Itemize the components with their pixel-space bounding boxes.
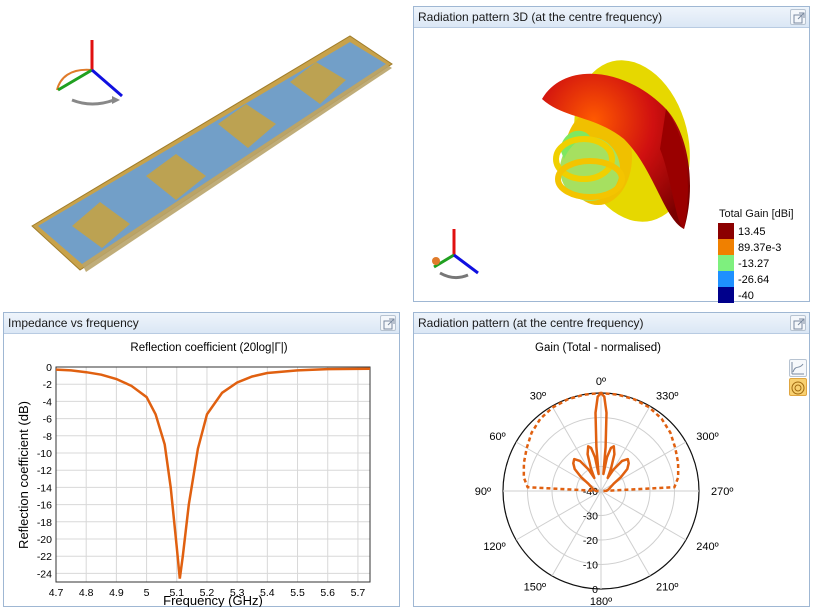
angle-label: 120º [483, 541, 505, 553]
polar-spoke [600, 490, 651, 577]
radial-label: -20 [583, 535, 598, 547]
polar-chart-title: Gain (Total - normalised) [535, 342, 661, 354]
y-tick-label: 0 [46, 362, 52, 374]
antenna-model-canvas[interactable] [0, 0, 408, 305]
angle-label: 210º [656, 581, 678, 593]
angle-label: 60º [489, 431, 505, 443]
x-tick-label: 4.7 [49, 587, 64, 599]
popout-icon[interactable] [380, 315, 396, 331]
polar-spoke [551, 490, 602, 577]
y-tick-label: -2 [43, 379, 52, 391]
radial-label: 0 [592, 584, 598, 596]
polar-plot-icon[interactable] [789, 378, 807, 396]
polar-chart[interactable]: Gain (Total - normalised) 0º 30º 60º 90º 120… [414, 335, 809, 607]
angle-label: 90º [475, 486, 491, 498]
impedance-title: Impedance vs frequency [8, 316, 139, 330]
legend-swatch [718, 255, 734, 271]
radial-label: -10 [583, 560, 598, 572]
angle-label: 300º [696, 431, 718, 443]
legend-label: -13.27 [738, 258, 769, 270]
radiation-3d-canvas[interactable]: Total Gain [dBi] 13.45 89.37e-3 -13.27 -… [414, 29, 811, 303]
impedance-chart[interactable]: Reflection coefficient (20log|Γ|) 0 -2 -4 -… [4, 335, 399, 607]
legend-swatch [718, 239, 734, 255]
y-tick-label: -4 [43, 396, 52, 408]
angle-label: 150º [524, 581, 546, 593]
legend-label: 89.37e-3 [738, 242, 781, 254]
legend-label: 13.45 [738, 226, 766, 238]
angle-label: 240º [696, 541, 718, 553]
x-tick-label: 5.5 [290, 587, 305, 599]
legend-label: -26.64 [738, 274, 769, 286]
popout-icon[interactable] [790, 315, 806, 331]
polar-spoke [515, 490, 602, 541]
polar-grid [502, 392, 700, 590]
legend-entries: 13.45 89.37e-3 -13.27 -26.64 -40 [718, 223, 781, 303]
patch-3 [218, 104, 276, 148]
pattern-header: Radiation pattern (at the centre frequen… [414, 313, 809, 334]
y-tick-label: -12 [37, 465, 52, 477]
polar-radial-labels: 0-10-20-30-40 [583, 486, 598, 596]
x-tick-label: 5.1 [169, 587, 184, 599]
xyz-axes-icon [432, 229, 479, 280]
impedance-header: Impedance vs frequency [4, 313, 399, 334]
y-tick-label: -20 [37, 534, 52, 546]
xyz-axes-icon [56, 40, 123, 106]
y-tick-label: -18 [37, 517, 52, 529]
ground-plane [38, 42, 386, 264]
reflection-coefficient-line [55, 367, 371, 579]
impedance-x-ticks: 4.7 4.8 4.9 5 5.1 5.2 5.3 5.4 5.5 5.6 5.7 [49, 587, 366, 599]
x-tick-label: 5.4 [260, 587, 275, 599]
impedance-ylabel: Reflection coefficient (dB) [16, 401, 31, 549]
angle-label: 270º [711, 486, 733, 498]
radial-label: -30 [583, 511, 598, 523]
radiation-3d-title: Radiation pattern 3D (at the centre freq… [418, 10, 663, 24]
legend-label: -40 [738, 290, 754, 302]
radiation-3d-header: Radiation pattern 3D (at the centre freq… [414, 7, 809, 28]
radiation-3d-panel: Radiation pattern 3D (at the centre freq… [413, 6, 811, 303]
x-tick-label: 4.8 [79, 587, 94, 599]
impedance-panel: Impedance vs frequency Reflection coeffi… [3, 312, 400, 607]
angle-label: 0º [596, 376, 606, 388]
y-tick-label: -24 [37, 568, 52, 580]
angle-label: 180º [590, 596, 612, 607]
y-tick-label: -16 [37, 500, 52, 512]
impedance-plot-frame [55, 366, 371, 583]
y-tick-label: -14 [37, 482, 52, 494]
model-view[interactable] [0, 0, 408, 305]
x-tick-label: 5.6 [320, 587, 335, 599]
x-tick-label: 4.9 [109, 587, 124, 599]
impedance-y-ticks: 0 -2 -4 -6 -8 -10 -12 -14 -16 -18 -20 -22 -24 [37, 362, 52, 580]
cartesian-plot-icon[interactable] [789, 359, 807, 377]
polar-series [522, 391, 680, 493]
polar-spoke [600, 490, 687, 541]
x-tick-label: 5.2 [200, 587, 215, 599]
popout-icon[interactable] [790, 9, 806, 25]
pattern-panel: Radiation pattern (at the centre frequen… [413, 312, 810, 607]
y-tick-label: -22 [37, 551, 52, 563]
polar-angle-labels: 0º 30º 60º 90º 120º 150º 180º 210º 240º 270º 300º 3… [475, 376, 734, 607]
legend-swatch [718, 223, 734, 239]
y-tick-label: -6 [43, 414, 52, 426]
x-tick-label: 5 [144, 587, 150, 599]
y-tick-label: -10 [37, 448, 52, 460]
legend-title: Total Gain [dBi] [719, 208, 794, 220]
legend-swatch [718, 287, 734, 303]
y-tick-label: -8 [43, 431, 52, 443]
impedance-xlabel: Frequency (GHz) [163, 593, 263, 607]
patch-2 [146, 154, 206, 200]
polar-series-dashed [522, 391, 680, 493]
radiation-3d-surface [542, 60, 690, 230]
patch-1 [72, 202, 130, 248]
patch-4 [290, 62, 346, 104]
x-tick-label: 5.7 [351, 587, 366, 599]
pattern-title: Radiation pattern (at the centre frequen… [418, 316, 644, 330]
impedance-grid [55, 366, 370, 582]
x-tick-label: 5.3 [230, 587, 245, 599]
angle-label: 30º [530, 391, 546, 403]
legend-swatch [718, 271, 734, 287]
angle-label: 330º [656, 391, 678, 403]
impedance-chart-title: Reflection coefficient (20log|Γ|) [130, 342, 287, 354]
